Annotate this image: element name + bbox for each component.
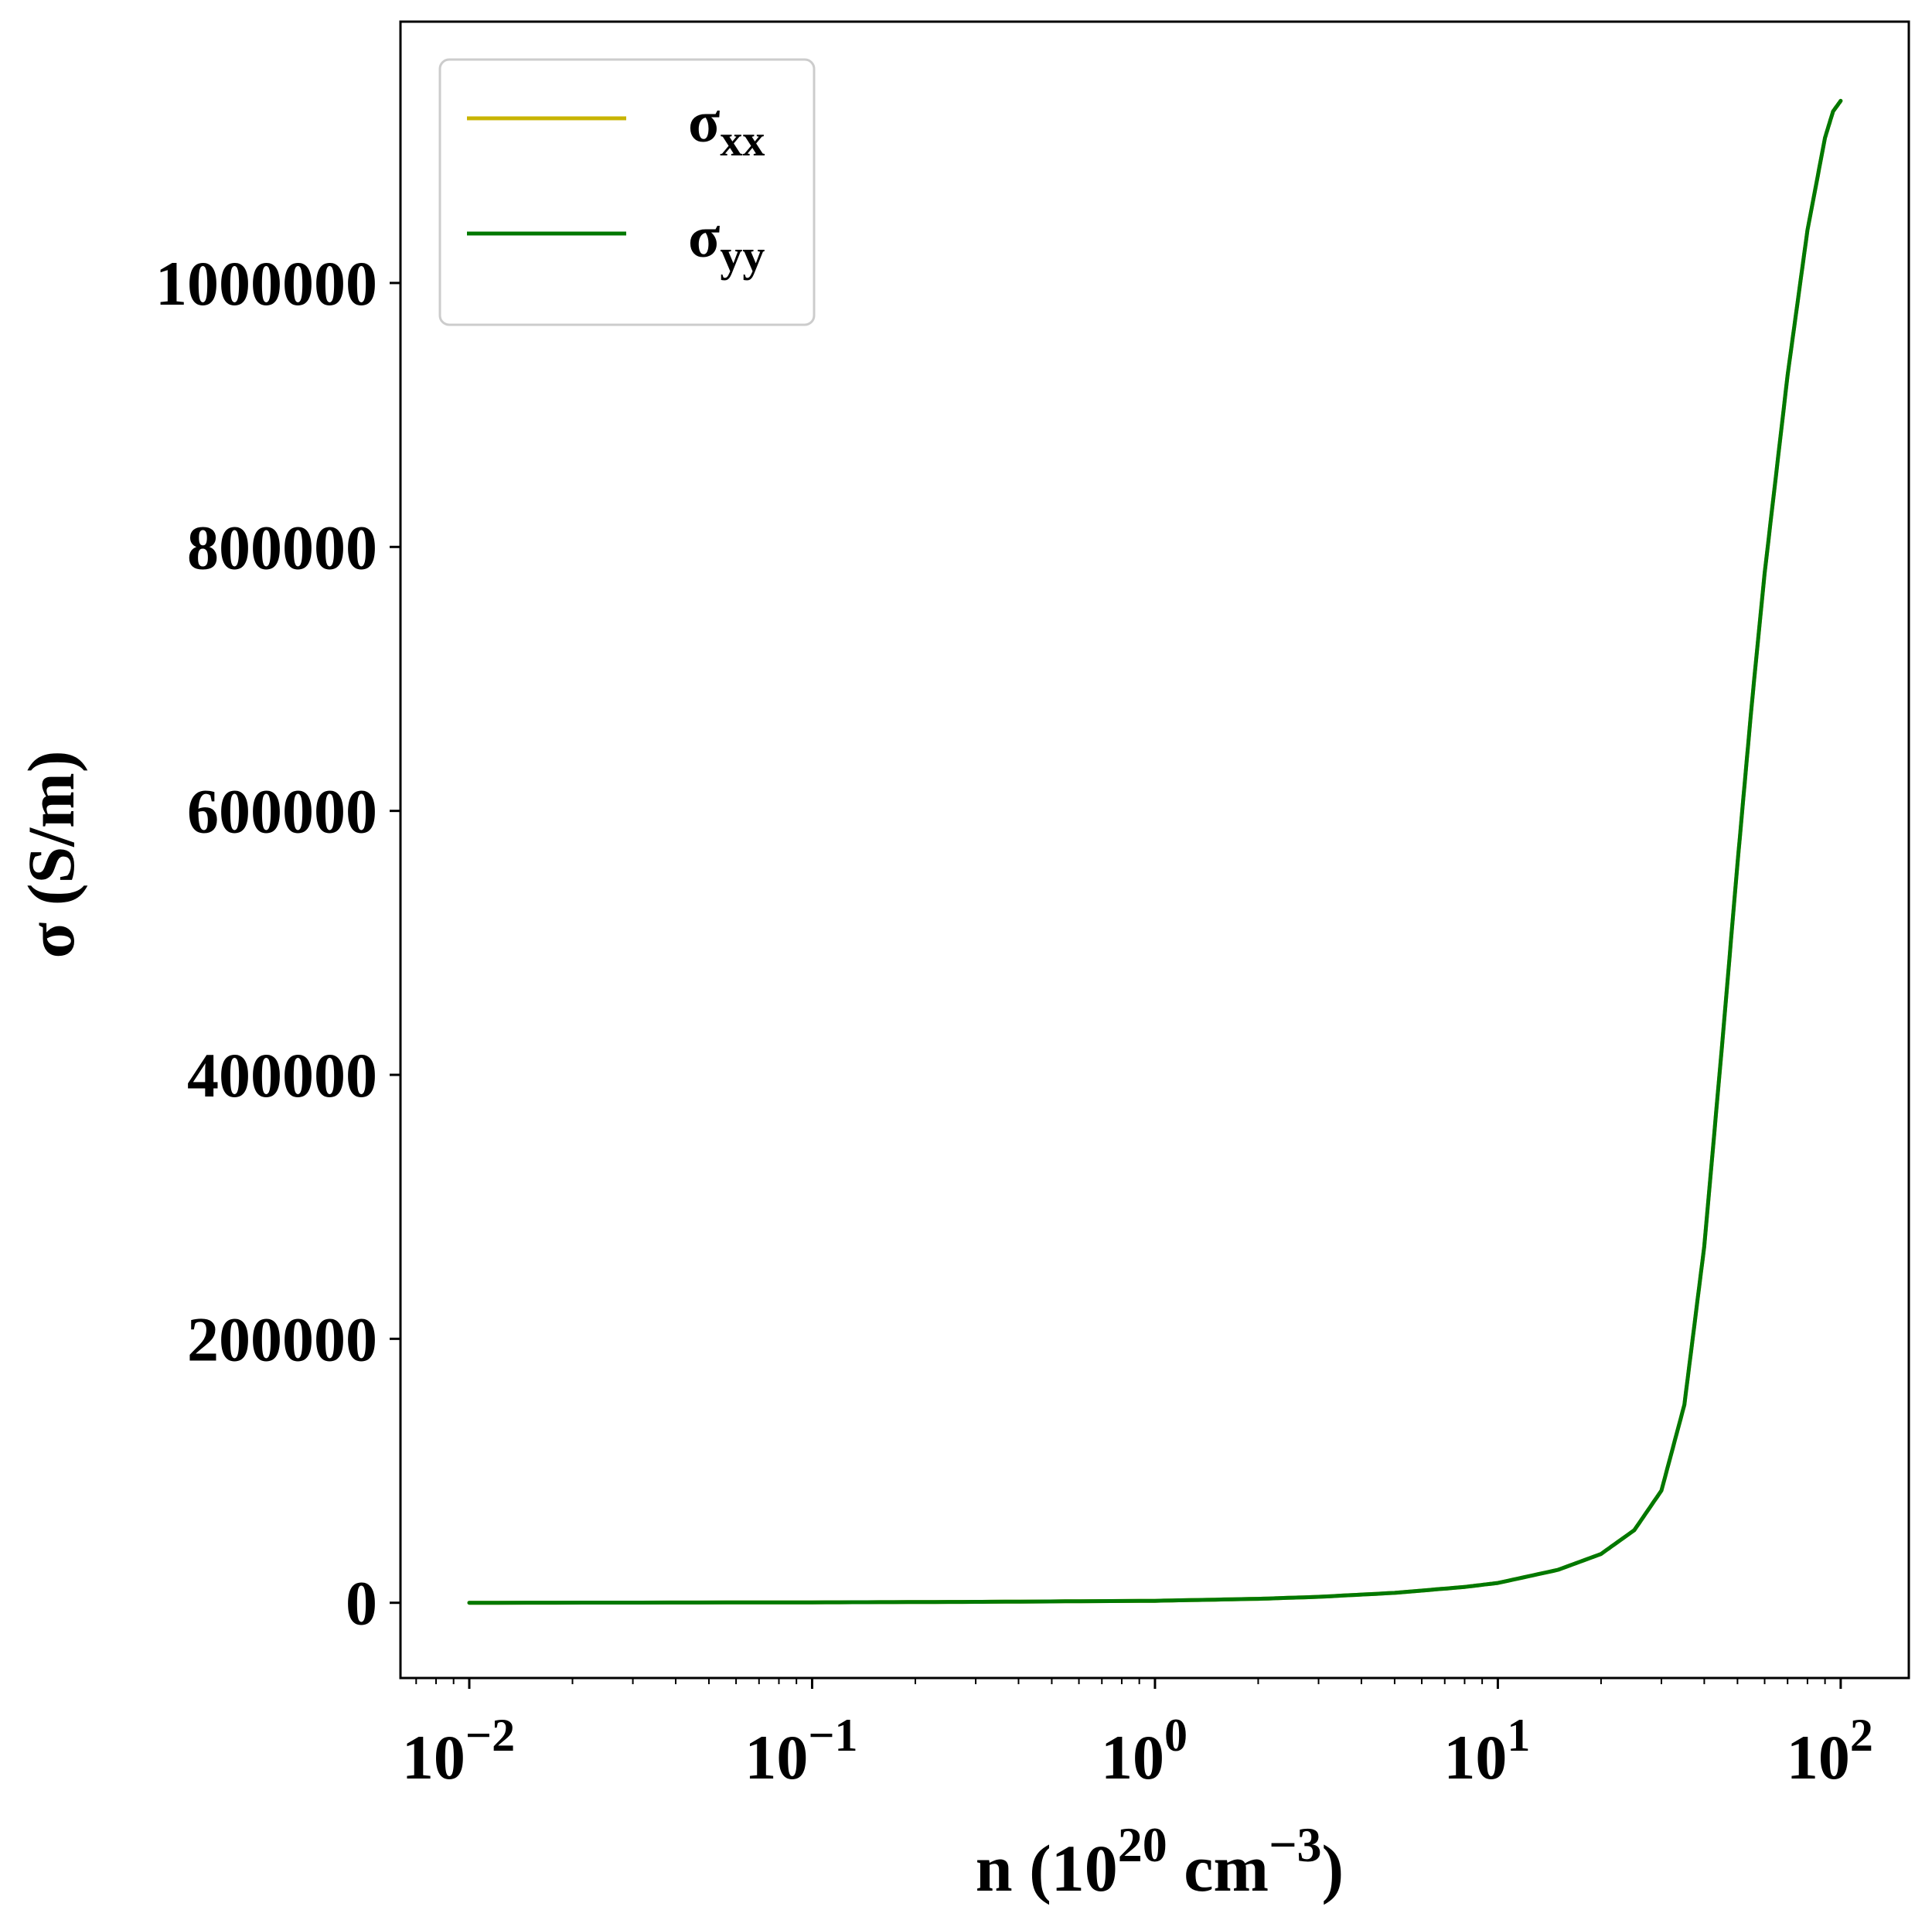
x-axis-label-prefix: n (10 [976,1831,1118,1905]
legend-label-sigma-yy: σyy [688,205,765,281]
legend-label-sigma-xx: σxx [688,90,765,165]
y-axis-ticks: 0 200000 400000 600000 800000 1000000 [155,248,400,1639]
y-tick-label: 0 [346,1568,377,1639]
legend-label-sigma-yy-symbol: σ [688,205,720,270]
x-axis-label: n (1020 cm−3) [976,1817,1344,1905]
legend-frame [438,58,816,326]
y-tick-label: 400000 [187,1040,377,1110]
x-tick-label: 10−1 [745,1710,857,1792]
y-tick-label: 1000000 [155,248,377,319]
x-tick-label: 100 [1101,1710,1187,1792]
plot-area-frame [399,20,1910,1680]
x-axis-ticks: 10−2 10−1 100 101 102 [402,1678,1873,1792]
x-axis-label-exponent-1: 20 [1118,1817,1167,1872]
x-tick-label: 10−2 [402,1710,515,1792]
legend: σxx σyy [438,58,816,326]
y-tick-label: 800000 [187,512,377,582]
y-axis-label: σ (S/m) [14,751,88,959]
legend-label-sigma-xx-symbol: σ [688,90,720,155]
x-axis-label-suffix: ) [1322,1831,1344,1905]
y-tick-label: 200000 [187,1304,377,1374]
plot-lines [467,98,1843,1605]
x-tick-label: 102 [1787,1710,1873,1792]
x-axis-label-mid: cm [1167,1831,1269,1905]
x-axis-label-exponent-2: −3 [1269,1817,1321,1872]
x-tick-label: 101 [1443,1710,1530,1792]
series-line-sigma-yy [467,98,1843,1605]
y-tick-label: 600000 [187,776,377,847]
legend-label-sigma-yy-subscript: yy [720,230,765,281]
legend-label-sigma-xx-subscript: xx [720,115,765,165]
